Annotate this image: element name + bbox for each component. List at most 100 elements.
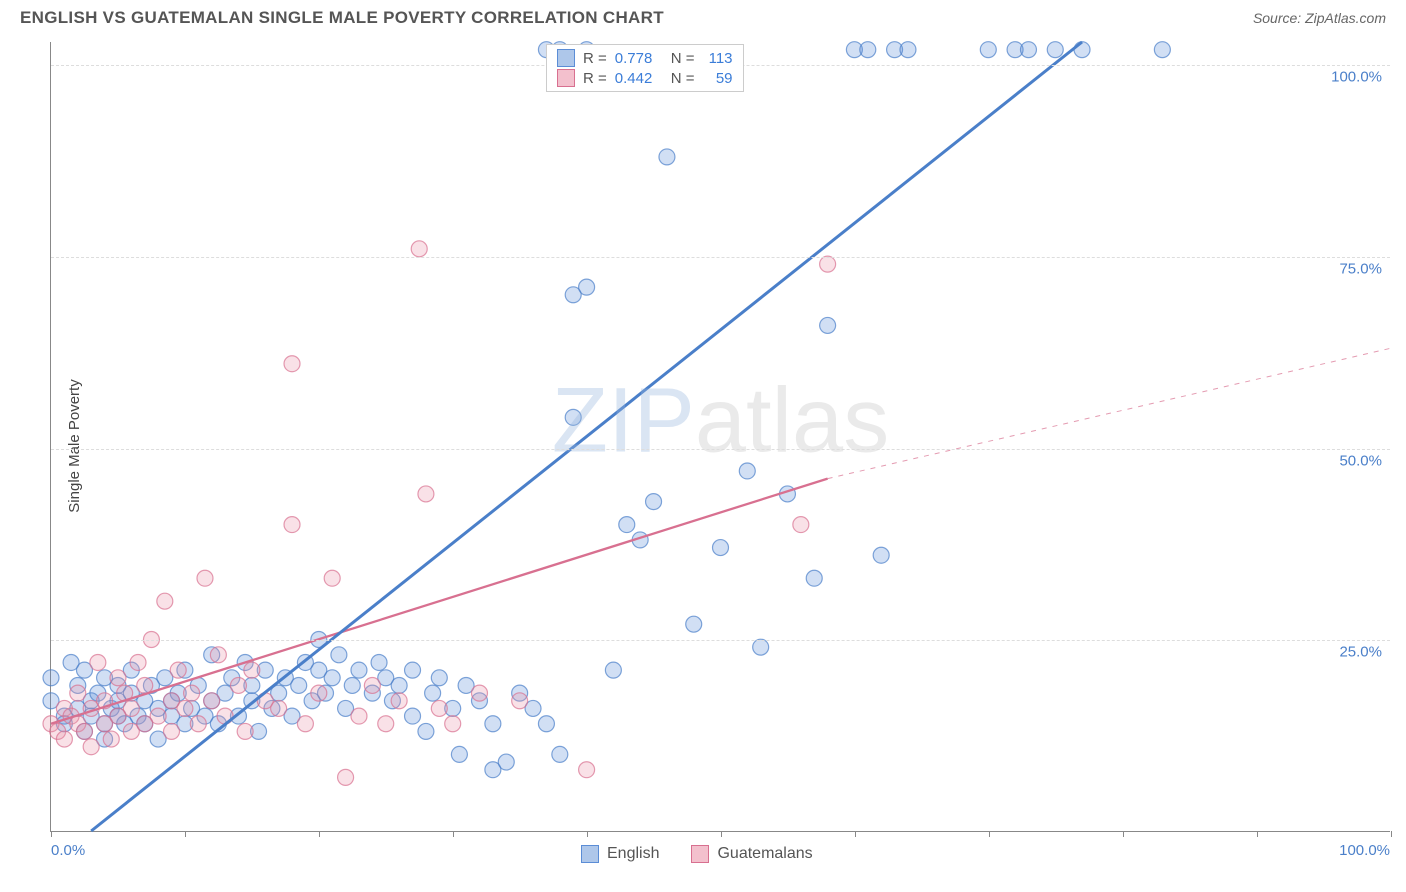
guatemalans-point bbox=[197, 570, 213, 586]
guatemalans-point bbox=[411, 241, 427, 257]
english-point bbox=[980, 42, 996, 58]
english-point bbox=[351, 662, 367, 678]
guatemalans-point bbox=[237, 723, 253, 739]
guatemalans-point bbox=[364, 677, 380, 693]
correlation-row: R = 0.778 N = 113 bbox=[557, 49, 733, 67]
legend-swatch bbox=[691, 845, 709, 863]
legend-item: English bbox=[581, 845, 659, 863]
english-point bbox=[713, 540, 729, 556]
english-point bbox=[739, 463, 755, 479]
correlation-row: R =0.442N =59 bbox=[557, 69, 733, 87]
english-point bbox=[1154, 42, 1170, 58]
english-point bbox=[1074, 42, 1090, 58]
chart-header: ENGLISH VS GUATEMALAN SINGLE MALE POVERT… bbox=[0, 0, 1406, 32]
guatemalans-point bbox=[150, 708, 166, 724]
n-value: 113 bbox=[703, 50, 733, 67]
english-point bbox=[873, 547, 889, 563]
guatemalans-point bbox=[378, 716, 394, 732]
guatemalans-point bbox=[244, 662, 260, 678]
xtick bbox=[855, 831, 856, 837]
english-point bbox=[686, 616, 702, 632]
source-label: Source: ZipAtlas.com bbox=[1253, 10, 1386, 26]
english-point bbox=[1047, 42, 1063, 58]
ytick-label: 75.0% bbox=[1339, 260, 1382, 277]
guatemalans-point bbox=[210, 647, 226, 663]
english-trend-line bbox=[91, 42, 1082, 831]
legend-label: English bbox=[607, 845, 659, 863]
guatemalans-point bbox=[177, 700, 193, 716]
english-point bbox=[344, 677, 360, 693]
guatemalans-point bbox=[297, 716, 313, 732]
gridline bbox=[51, 449, 1390, 450]
n-label: N = bbox=[671, 70, 695, 87]
english-point bbox=[43, 670, 59, 686]
english-point bbox=[425, 685, 441, 701]
xtick bbox=[587, 831, 588, 837]
guatemalans-point bbox=[103, 731, 119, 747]
gridline bbox=[51, 640, 1390, 641]
guatemalans-point bbox=[579, 762, 595, 778]
xtick bbox=[721, 831, 722, 837]
english-point bbox=[391, 677, 407, 693]
n-label: N = bbox=[671, 50, 695, 67]
guatemalans-point bbox=[820, 256, 836, 272]
english-point bbox=[405, 708, 421, 724]
english-point bbox=[565, 409, 581, 425]
r-value: 0.778 bbox=[615, 50, 663, 67]
ytick-label: 100.0% bbox=[1331, 69, 1382, 86]
guatemalans-point bbox=[512, 693, 528, 709]
guatemalans-point bbox=[130, 654, 146, 670]
english-point bbox=[498, 754, 514, 770]
xtick-label-left: 0.0% bbox=[51, 842, 85, 859]
guatemalans-point bbox=[284, 517, 300, 533]
guatemalans-point bbox=[471, 685, 487, 701]
guatemalans-point bbox=[123, 700, 139, 716]
english-point bbox=[806, 570, 822, 586]
guatemalans-trend-line-ext bbox=[828, 348, 1390, 478]
guatemalans-point bbox=[190, 716, 206, 732]
guatemalans-point bbox=[391, 693, 407, 709]
guatemalans-point bbox=[70, 685, 86, 701]
english-point bbox=[371, 654, 387, 670]
english-point bbox=[538, 716, 554, 732]
plot-area: ZIPatlas 25.0%50.0%75.0%100.0%0.0%100.0%… bbox=[50, 42, 1390, 832]
guatemalans-point bbox=[271, 700, 287, 716]
r-label: R = bbox=[583, 50, 607, 67]
guatemalans-point bbox=[338, 769, 354, 785]
guatemalans-point bbox=[418, 486, 434, 502]
guatemalans-point bbox=[284, 356, 300, 372]
english-point bbox=[820, 317, 836, 333]
english-point bbox=[605, 662, 621, 678]
guatemalans-point bbox=[56, 731, 72, 747]
legend-swatch bbox=[557, 49, 575, 67]
xtick bbox=[1391, 831, 1392, 837]
xtick bbox=[453, 831, 454, 837]
english-point bbox=[659, 149, 675, 165]
chart-title: ENGLISH VS GUATEMALAN SINGLE MALE POVERT… bbox=[20, 8, 664, 28]
guatemalans-point bbox=[204, 693, 220, 709]
english-point bbox=[860, 42, 876, 58]
correlation-box: R =0.778N =113R =0.442N =59 bbox=[546, 44, 744, 92]
guatemalans-point bbox=[137, 677, 153, 693]
xtick bbox=[51, 831, 52, 837]
guatemalans-point bbox=[230, 677, 246, 693]
guatemalans-point bbox=[170, 662, 186, 678]
n-value: 59 bbox=[703, 70, 733, 87]
english-point bbox=[418, 723, 434, 739]
guatemalans-point bbox=[184, 685, 200, 701]
english-point bbox=[331, 647, 347, 663]
xtick bbox=[989, 831, 990, 837]
scatter-svg bbox=[51, 42, 1390, 831]
english-point bbox=[405, 662, 421, 678]
guatemalans-point bbox=[351, 708, 367, 724]
english-point bbox=[1020, 42, 1036, 58]
english-point bbox=[291, 677, 307, 693]
xtick bbox=[1123, 831, 1124, 837]
guatemalans-point bbox=[311, 685, 327, 701]
guatemalans-point bbox=[793, 517, 809, 533]
ytick-label: 50.0% bbox=[1339, 452, 1382, 469]
legend-swatch bbox=[557, 69, 575, 87]
xtick bbox=[319, 831, 320, 837]
guatemalans-point bbox=[83, 739, 99, 755]
english-point bbox=[753, 639, 769, 655]
